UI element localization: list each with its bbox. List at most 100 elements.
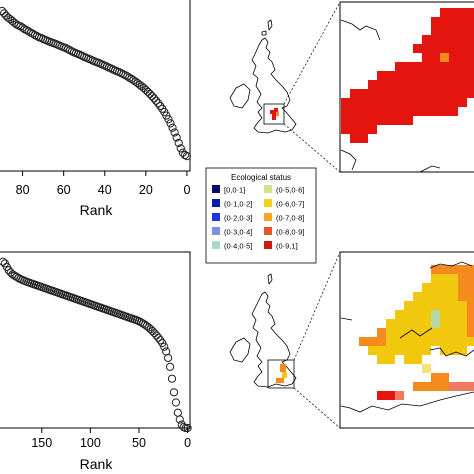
data-point [160, 342, 169, 351]
bottom-x-axis-title: Rank [80, 456, 114, 472]
status-cell [422, 71, 431, 80]
status-cell [377, 116, 386, 125]
status-cell [404, 71, 413, 80]
status-cell [422, 107, 431, 116]
status-cell [449, 265, 458, 274]
data-point [165, 362, 175, 371]
status-cell [395, 80, 404, 89]
status-cell [413, 301, 422, 310]
status-cell [431, 98, 440, 107]
overview-cell [274, 108, 278, 114]
status-cell [422, 382, 431, 391]
data-point [127, 74, 136, 83]
status-cell [458, 292, 467, 301]
data-point [173, 408, 182, 417]
status-cell [440, 17, 449, 26]
status-cell [431, 292, 440, 301]
data-point [150, 329, 159, 338]
status-cell [467, 382, 474, 391]
status-cell [449, 274, 458, 283]
top-scatter-panel: 80 60 40 20 0 Rank [0, 0, 192, 218]
status-cell [386, 391, 395, 400]
top-zoom-box [263, 103, 285, 125]
status-cell [458, 17, 467, 26]
status-cell [449, 98, 458, 107]
status-cell [467, 283, 474, 292]
legend-label: (0·7,0·8] [276, 214, 304, 223]
status-cell [431, 382, 440, 391]
status-cell [377, 355, 386, 364]
status-cell [422, 319, 431, 328]
status-cell [350, 116, 359, 125]
status-cell [449, 319, 458, 328]
data-point [18, 23, 27, 32]
status-cell [449, 310, 458, 319]
status-cell [341, 116, 350, 125]
status-cell [449, 301, 458, 310]
top-overview-status-cells [270, 108, 279, 120]
top-zoom-status-cells [341, 8, 474, 143]
legend-swatch [264, 227, 272, 235]
status-cell [467, 319, 474, 328]
status-cell [449, 89, 458, 98]
status-cell [404, 107, 413, 116]
legend-label: (0·9,1] [276, 242, 298, 251]
status-cell [449, 80, 458, 89]
top-guide-line-upper [283, 1, 341, 105]
bottom-ireland-outline [229, 337, 251, 363]
legend-title: Ecological status [231, 173, 291, 182]
status-cell [422, 283, 431, 292]
status-cell [467, 35, 474, 44]
bottom-britain-outline [251, 291, 297, 388]
top-britain-outline [251, 37, 297, 134]
status-cell [395, 62, 404, 71]
legend-swatch [264, 185, 272, 193]
top-points [0, 6, 192, 161]
data-point [164, 353, 173, 363]
status-cell [449, 107, 458, 116]
status-cell [404, 89, 413, 98]
status-cell [431, 265, 440, 274]
legend-swatch [212, 241, 220, 249]
x-tick-label: 0 [184, 436, 191, 450]
top-orkney-outline [261, 30, 267, 36]
data-point [176, 144, 185, 153]
data-point [172, 133, 181, 142]
status-cell [395, 337, 404, 346]
bottom-shetland-outline [267, 273, 273, 285]
overview-cell [272, 114, 276, 120]
status-cell [449, 337, 458, 346]
status-cell [413, 71, 422, 80]
status-cell [467, 53, 474, 62]
ecological-status-legend: Ecological status [0,0·1] (0·1,0·2] (0·2,0… [205, 167, 317, 264]
status-cell [440, 319, 449, 328]
status-cell [359, 125, 368, 134]
x-tick-label: 60 [57, 183, 71, 197]
top-zoom-frame [339, 1, 474, 173]
top-guide-line-lower [283, 123, 341, 173]
status-cell [422, 98, 431, 107]
legend-label: (0·6,0·7] [276, 200, 304, 209]
status-cell [413, 80, 422, 89]
status-cell [377, 71, 386, 80]
status-cell [341, 125, 350, 134]
data-point [154, 333, 163, 342]
status-cell [404, 319, 413, 328]
status-cell [440, 382, 449, 391]
status-cell [386, 328, 395, 337]
status-cell [404, 98, 413, 107]
status-cell [413, 292, 422, 301]
status-cell [404, 346, 413, 355]
bottom-scatter-panel: 150 100 50 0 Rank [0, 251, 192, 472]
x-tick-label: 0 [183, 183, 190, 197]
top-x-axis-title: Rank [80, 202, 114, 218]
data-point [123, 72, 132, 81]
status-cell [467, 44, 474, 53]
data-point [152, 331, 161, 340]
status-cell [431, 71, 440, 80]
status-cell [350, 107, 359, 116]
status-cell [449, 8, 458, 17]
status-cell [422, 53, 431, 62]
status-cell [395, 346, 404, 355]
